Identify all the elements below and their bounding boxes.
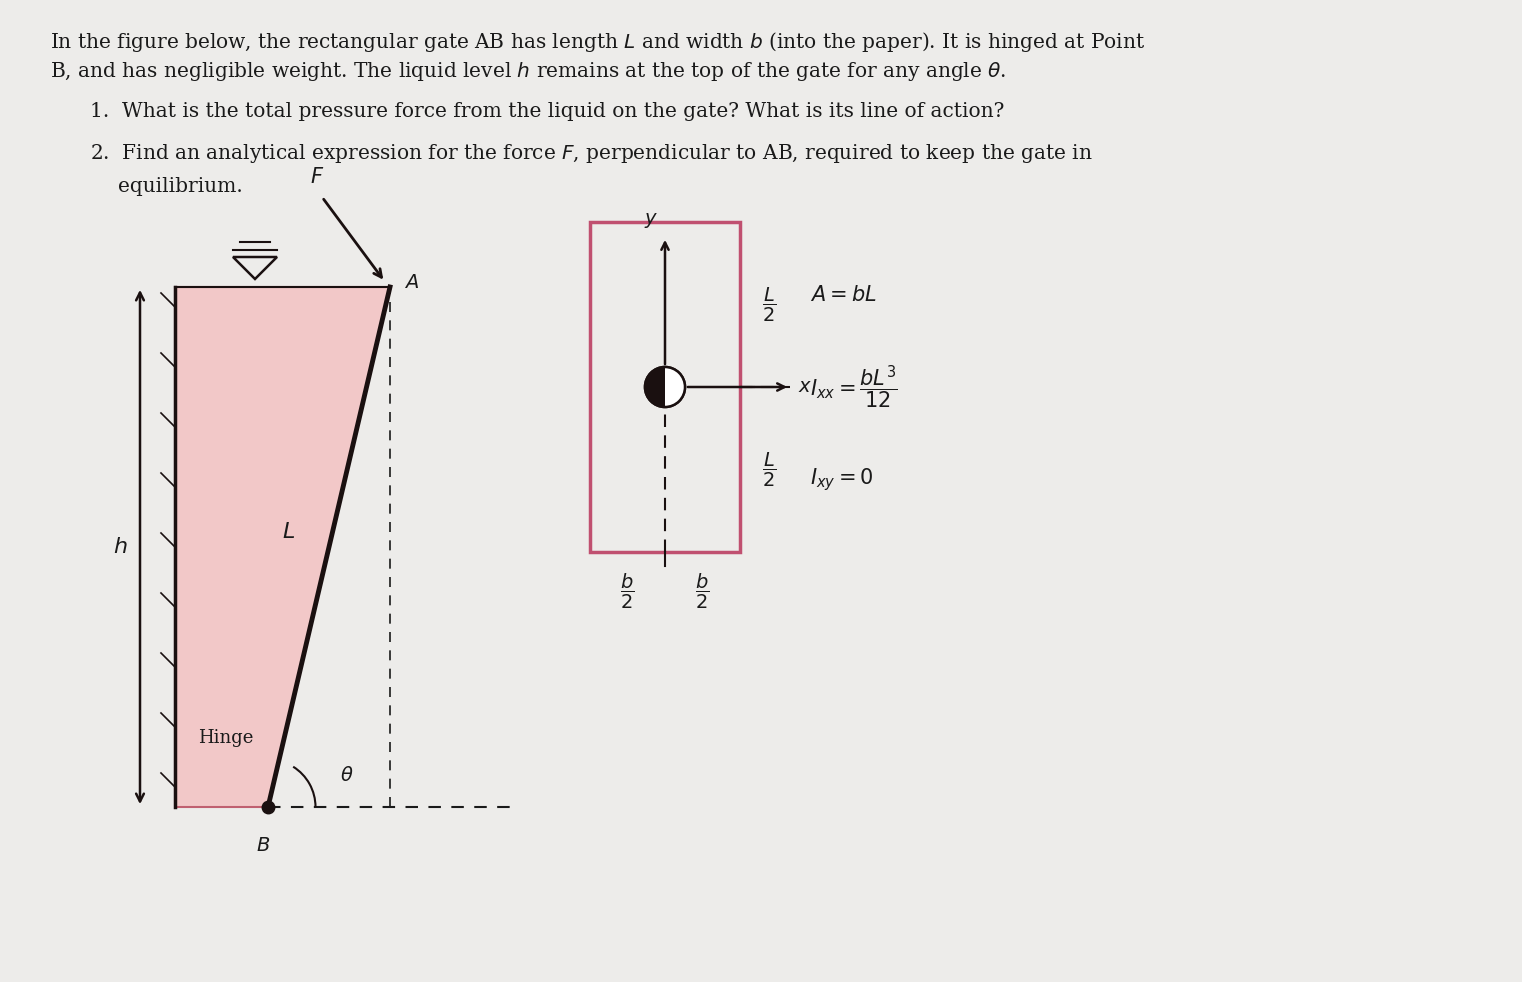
Text: $h$: $h$ — [113, 536, 128, 558]
Text: In the figure below, the rectangular gate AB has length $L$ and width $b$ (into : In the figure below, the rectangular gat… — [50, 30, 1145, 54]
Text: 2.  Find an analytical expression for the force $F$, perpendicular to AB, requir: 2. Find an analytical expression for the… — [90, 142, 1093, 165]
Text: 1.  What is the total pressure force from the liquid on the gate? What is its li: 1. What is the total pressure force from… — [90, 102, 1005, 121]
Text: $\dfrac{b}{2}$: $\dfrac{b}{2}$ — [621, 572, 635, 611]
Text: $L$: $L$ — [283, 521, 295, 543]
Text: equilibrium.: equilibrium. — [119, 177, 242, 196]
Text: $\dfrac{b}{2}$: $\dfrac{b}{2}$ — [696, 572, 709, 611]
Wedge shape — [645, 367, 665, 407]
Wedge shape — [665, 367, 685, 407]
Text: Hinge: Hinge — [198, 729, 254, 747]
Text: $A = bL$: $A = bL$ — [810, 285, 877, 304]
Text: $B$: $B$ — [256, 837, 269, 855]
Text: $F$: $F$ — [310, 167, 324, 187]
Polygon shape — [175, 287, 390, 807]
Text: $A$: $A$ — [403, 274, 419, 292]
Text: $I_{xx} = \dfrac{bL^3}{12}$: $I_{xx} = \dfrac{bL^3}{12}$ — [810, 363, 898, 410]
Text: $\theta$: $\theta$ — [339, 766, 353, 785]
Text: $y$: $y$ — [644, 211, 658, 230]
Circle shape — [645, 367, 685, 407]
Text: $I_{xy} = 0$: $I_{xy} = 0$ — [810, 466, 874, 493]
Bar — [591, 222, 740, 552]
Text: B, and has negligible weight. The liquid level $h$ remains at the top of the gat: B, and has negligible weight. The liquid… — [50, 60, 1006, 83]
Text: $x$: $x$ — [798, 378, 813, 396]
Text: $\dfrac{L}{2}$: $\dfrac{L}{2}$ — [763, 286, 776, 323]
Text: $\dfrac{L}{2}$: $\dfrac{L}{2}$ — [763, 451, 776, 488]
